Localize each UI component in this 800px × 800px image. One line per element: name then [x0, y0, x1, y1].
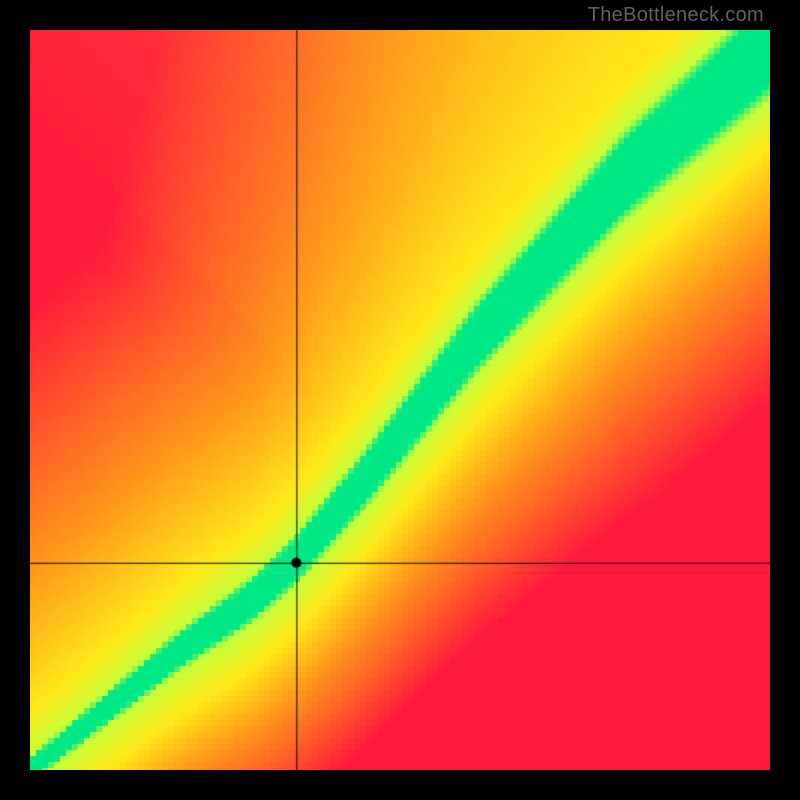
- bottleneck-heatmap: [30, 30, 770, 770]
- bottleneck-chart-container: TheBottleneck.com: [0, 0, 800, 800]
- watermark-text: TheBottleneck.com: [588, 4, 764, 27]
